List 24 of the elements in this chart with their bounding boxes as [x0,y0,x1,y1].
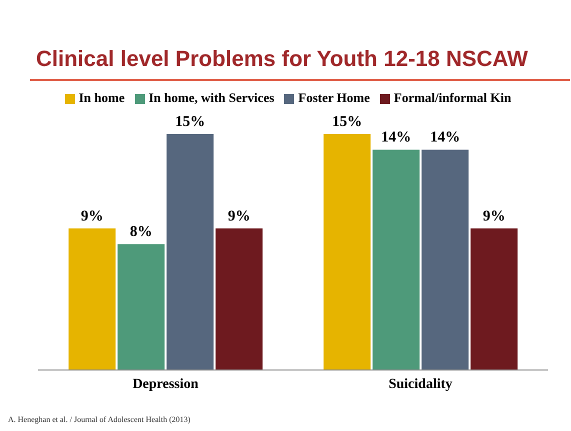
bar [324,134,371,370]
data-label: 15% [175,114,206,130]
bar [68,228,116,370]
data-label: 9% [228,208,250,224]
bar [118,244,165,370]
text: A. Heneghan et al. / Journal of Adolescent Health (2013) [8,415,190,424]
data-label: 9% [80,208,104,224]
data-label: 8% [130,224,152,240]
chart-title: Clinical level Problems for Youth 12-18 NSCAW [36,46,528,72]
legend-label: Formal/informal Kin [394,90,512,105]
legend-label: In home, with Services [148,90,274,105]
legend-label: Foster Home [298,90,370,105]
x-tick-label: Suicidality [388,376,452,392]
bar [166,134,214,370]
data-label: 15% [332,114,362,130]
bar [470,228,518,370]
bar [216,228,263,370]
bar [422,150,469,370]
bar [372,150,420,370]
x-tick-label: Depression [132,376,199,392]
data-label: 9% [482,208,506,224]
data-label: 14% [430,130,460,146]
legend-label: In home [78,90,125,105]
data-label: 14% [381,130,412,146]
